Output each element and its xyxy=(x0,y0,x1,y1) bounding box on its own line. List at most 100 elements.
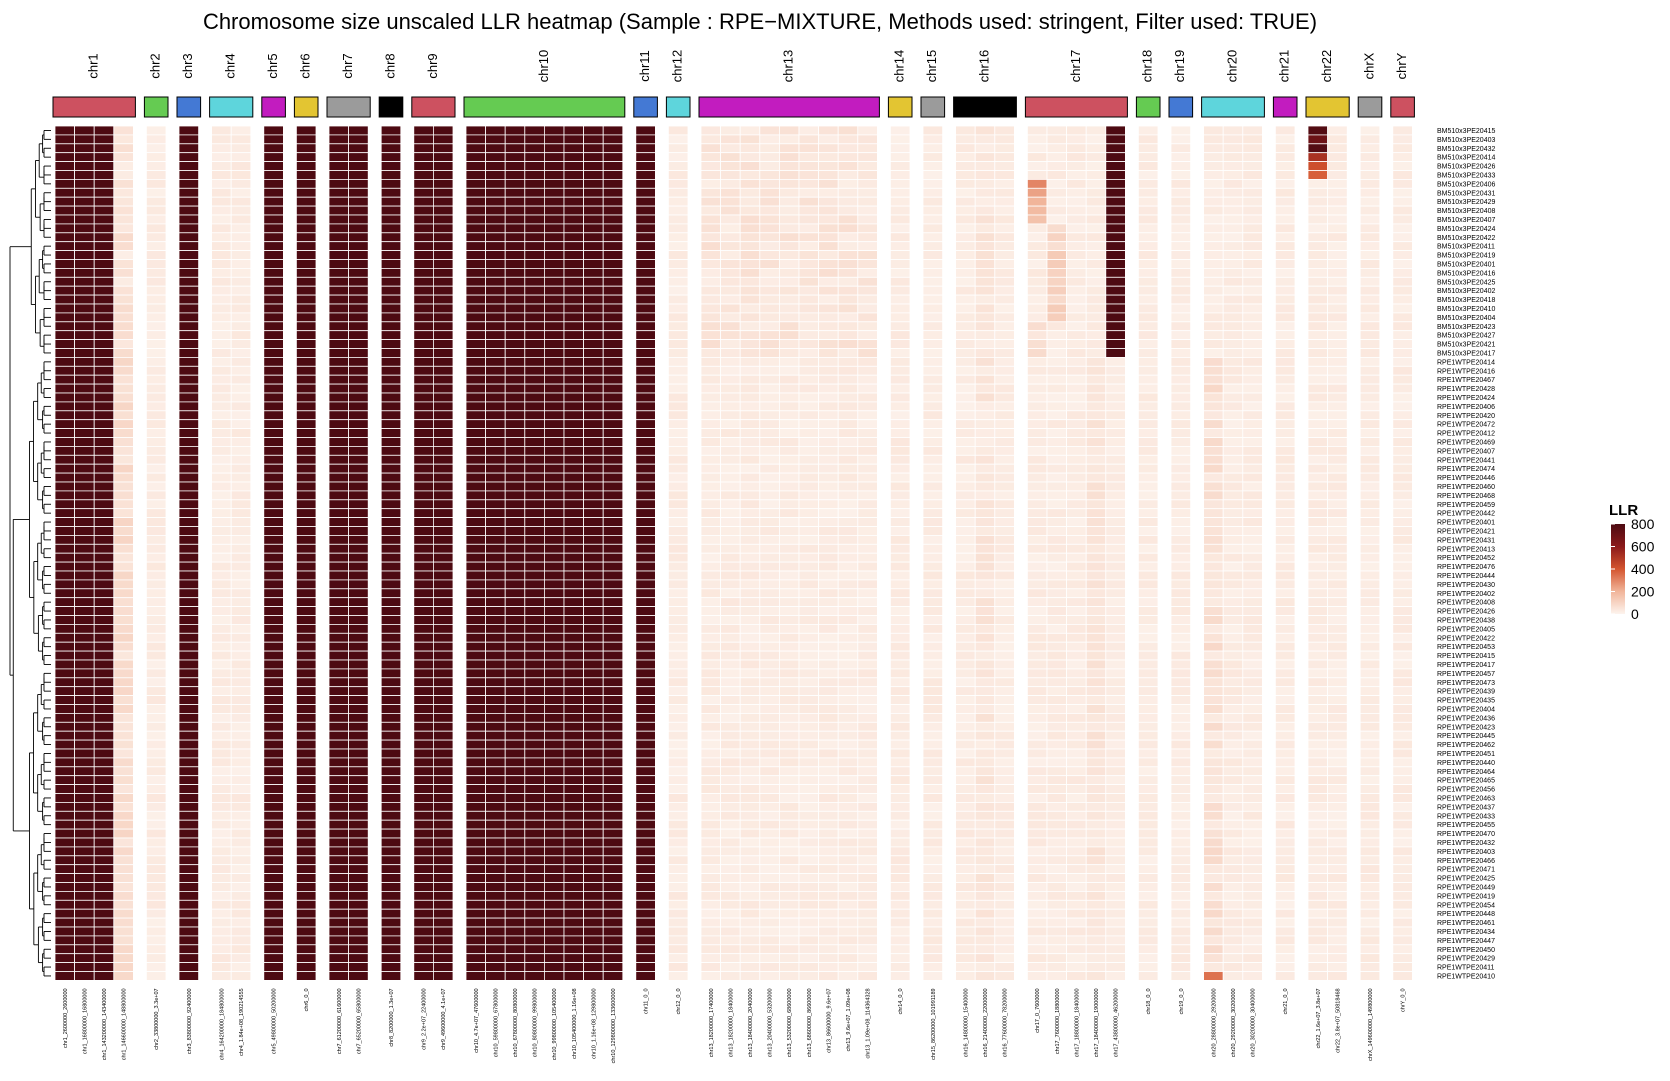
heatmap-cell xyxy=(974,223,996,234)
heatmap-cell xyxy=(759,383,780,394)
heatmap-cell xyxy=(837,624,859,634)
chromosome-label-chr8: chr8 xyxy=(382,53,397,78)
heatmap-cell xyxy=(779,517,800,527)
heatmap-cell xyxy=(295,668,317,679)
heatmap-cell xyxy=(602,463,624,474)
heatmap-cell xyxy=(1275,570,1296,581)
heatmap-cell xyxy=(583,365,604,376)
heatmap-cell xyxy=(1359,490,1381,501)
heatmap-cell xyxy=(890,535,911,545)
heatmap-cell xyxy=(1307,339,1329,349)
heatmap-cell xyxy=(955,392,976,403)
heatmap-cell xyxy=(1105,784,1126,794)
heatmap-cell xyxy=(922,276,944,287)
heatmap-cell xyxy=(93,365,115,376)
heatmap-cell xyxy=(1307,766,1329,777)
heatmap-cell xyxy=(1307,223,1329,234)
heatmap-cell xyxy=(1392,178,1413,189)
heatmap-cell xyxy=(563,383,585,394)
heatmap-cell xyxy=(465,481,487,492)
heatmap-cell xyxy=(1027,882,1048,892)
heatmap-cell xyxy=(857,152,878,162)
heatmap-cell xyxy=(178,579,200,590)
heatmap-cell xyxy=(230,401,252,412)
heatmap-cell xyxy=(602,570,624,581)
heatmap-cell xyxy=(720,276,741,287)
heatmap-cell xyxy=(230,526,252,536)
heatmap-cell xyxy=(974,285,996,296)
heatmap-cell xyxy=(857,125,878,136)
heatmap-cell xyxy=(974,677,996,688)
heatmap-cell xyxy=(504,267,526,278)
heatmap-cell xyxy=(857,775,878,786)
heatmap-cell xyxy=(380,374,402,385)
heatmap-cell xyxy=(1027,196,1048,207)
heatmap-cell xyxy=(54,526,76,536)
heatmap-cell xyxy=(1203,481,1224,492)
heatmap-cell xyxy=(74,668,95,679)
heatmap-cell xyxy=(230,668,252,679)
heatmap-cell xyxy=(759,793,780,803)
heatmap-cell xyxy=(1138,365,1159,376)
heatmap-cell xyxy=(635,517,656,527)
heatmap-cell xyxy=(295,624,317,634)
heatmap-cell xyxy=(818,178,839,189)
heatmap-cell xyxy=(348,161,369,171)
heatmap-cell xyxy=(668,392,689,403)
heatmap-cell xyxy=(563,178,585,189)
heatmap-cell xyxy=(328,205,350,216)
heatmap-cell xyxy=(668,659,689,670)
heatmap-cell xyxy=(145,508,167,519)
heatmap-cell xyxy=(465,650,487,661)
heatmap-cell xyxy=(974,499,996,510)
heatmap-cell xyxy=(720,259,741,269)
heatmap-cell xyxy=(504,810,526,821)
heatmap-cell xyxy=(485,294,506,305)
heatmap-cell xyxy=(230,383,252,394)
heatmap-cell xyxy=(1307,606,1329,616)
heatmap-cell xyxy=(1138,819,1159,830)
heatmap-cell xyxy=(974,739,996,750)
heatmap-cell xyxy=(1359,383,1381,394)
heatmap-cell xyxy=(74,152,95,162)
heatmap-cell xyxy=(1307,321,1329,332)
heatmap-cell xyxy=(413,686,434,697)
heatmap-cell xyxy=(178,330,200,341)
heatmap-cell xyxy=(739,312,761,323)
heatmap-cell xyxy=(1203,356,1224,367)
heatmap-cell xyxy=(1327,143,1348,154)
heatmap-cell xyxy=(602,846,624,857)
heatmap-cell xyxy=(1242,668,1263,679)
heatmap-cell xyxy=(994,125,1015,136)
heatmap-cell xyxy=(524,579,545,590)
heatmap-cell xyxy=(779,775,800,786)
heatmap-cell xyxy=(1170,365,1192,376)
heatmap-cell xyxy=(700,241,722,251)
heatmap-cell xyxy=(348,526,369,536)
heatmap-cell xyxy=(93,828,115,839)
heatmap-cell xyxy=(544,348,565,358)
heatmap-cell xyxy=(779,784,800,794)
heatmap-cell xyxy=(380,303,402,314)
heatmap-cell xyxy=(432,383,454,394)
heatmap-cell xyxy=(465,535,487,545)
heatmap-cell xyxy=(1359,748,1381,759)
heatmap-cell xyxy=(524,775,545,786)
heatmap-cell xyxy=(818,392,839,403)
heatmap-cell xyxy=(974,748,996,759)
heatmap-cell xyxy=(263,864,284,875)
heatmap-cell xyxy=(1242,401,1263,412)
heatmap-cell xyxy=(145,606,167,616)
heatmap-cell xyxy=(524,677,545,688)
heatmap-cell xyxy=(544,330,565,341)
chart-title: Chromosome size unscaled LLR heatmap (Sa… xyxy=(203,9,1317,34)
heatmap-cell xyxy=(93,303,115,314)
heatmap-cell xyxy=(544,517,565,527)
heatmap-cell xyxy=(295,508,317,519)
heatmap-cell xyxy=(779,321,800,332)
heatmap-cell xyxy=(955,419,976,430)
heatmap-cell xyxy=(1242,330,1263,341)
heatmap-cell xyxy=(74,445,95,456)
heatmap-cell xyxy=(485,170,506,180)
heatmap-cell xyxy=(113,348,134,358)
